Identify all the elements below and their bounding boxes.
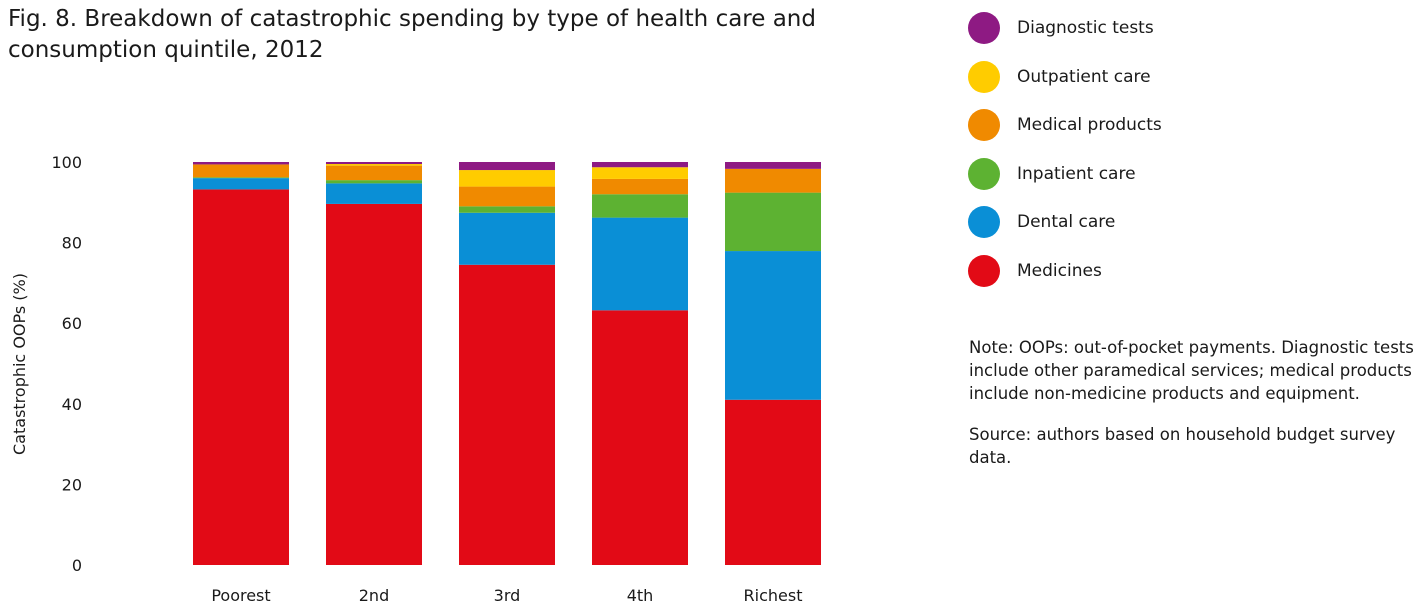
legend-item: Medicines [968,247,1162,296]
bar-group-richest [725,162,821,565]
bar-segment-outpatient-care [592,167,688,179]
x-tick-label: 3rd [494,586,521,605]
legend-label: Outpatient care [1017,66,1151,87]
bar-segment-medical-products [459,186,555,207]
bar-segment-medicines [592,310,688,565]
legend-swatch [968,109,1000,142]
y-tick-label: 40 [62,395,82,414]
x-tick-label: 4th [627,586,654,605]
bar-segment-inpatient-care [193,177,289,179]
x-tick-label: Poorest [211,586,270,605]
y-tick-label: 60 [62,314,82,333]
legend-label: Medicines [1017,260,1102,281]
y-tick-label: 20 [62,475,82,494]
legend-label: Medical products [1017,115,1162,136]
bar-group-2nd [326,162,422,566]
chart-title: Fig. 8. Breakdown of catastrophic spendi… [8,6,816,63]
bar-group-3rd [459,162,555,565]
bar-segment-diagnostic-tests [725,162,821,169]
bar-segment-dental-care [725,251,821,400]
bar-segment-dental-care [459,212,555,265]
bar-group-poorest [193,162,289,566]
y-axis: 0 20 40 60 80 100 [51,153,82,575]
x-tick-label: 2nd [359,586,389,605]
bar-segment-dental-care [193,178,289,190]
legend-label: Diagnostic tests [1017,18,1154,39]
y-tick-label: 100 [51,153,82,172]
legend-item: Dental care [968,198,1162,247]
x-tick-label: Richest [744,586,803,605]
legend-swatch [968,60,1000,93]
bar-group-4th [592,162,688,565]
bar-segment-dental-care [326,183,422,204]
x-axis: Poorest 2nd 3rd 4th Richest [211,586,802,605]
legend-label: Inpatient care [1017,163,1136,184]
bar-segment-diagnostic-tests [193,162,289,165]
bar-segment-inpatient-care [326,180,422,184]
bars [193,162,821,566]
bar-segment-medical-products [326,165,422,181]
bar-segment-medicines [459,264,555,565]
bar-segment-medical-products [725,168,821,193]
bar-segment-inpatient-care [459,206,555,213]
legend-item: Diagnostic tests [968,4,1162,53]
bar-segment-medical-products [592,178,688,195]
legend-item: Outpatient care [968,53,1162,102]
legend-swatch [968,12,1000,45]
source-text: Source: authors based on household budge… [969,425,1396,467]
legend-swatch [968,206,1000,239]
legend-item: Medical products [968,101,1162,150]
legend: Diagnostic tests Outpatient care Medical p… [968,4,1162,295]
legend-swatch [968,254,1000,287]
bar-segment-diagnostic-tests [592,162,688,168]
bar-segment-dental-care [592,217,688,311]
bar-segment-outpatient-care [459,170,555,187]
y-axis-title: Catastrophic OOPs (%) [10,273,29,455]
bar-segment-outpatient-care [326,164,422,166]
bar-segment-medicines [725,399,821,565]
bar-segment-diagnostic-tests [326,162,422,165]
stacked-bar-chart: 0 20 40 60 80 100 Poorest 2nd 3rd 4th Richest Cat… [10,153,821,605]
bar-segment-inpatient-care [592,194,688,218]
legend-item: Inpatient care [968,150,1162,199]
note-text: Note: OOPs: out-of-pocket payments. Diag… [969,338,1414,403]
note-block: Note: OOPs: out-of-pocket payments. Diag… [969,336,1419,487]
bar-segment-medicines [193,189,289,566]
y-tick-label: 0 [72,556,82,575]
bar-segment-medicines [326,203,422,566]
legend-label: Dental care [1017,212,1116,233]
bar-segment-medical-products [193,164,289,178]
y-tick-label: 80 [62,234,82,253]
legend-swatch [968,157,1000,190]
bar-segment-diagnostic-tests [459,162,555,171]
bar-segment-inpatient-care [725,192,821,252]
